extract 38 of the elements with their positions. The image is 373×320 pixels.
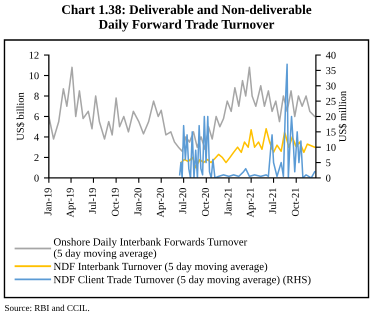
x-tick-label: Jul-21 (268, 188, 276, 214)
y-tick-label: 8 (34, 92, 39, 100)
legend-label: NDF Interbank Turnover (5 day moving average) (54, 262, 268, 272)
legend-label: NDF Client Trade Turnover (5 day moving average) (RHS) (54, 276, 311, 286)
x-tick-label: Apr-21 (246, 188, 256, 218)
y2-axis-title: US$ million (338, 91, 347, 142)
x-tick-label: Apr-20 (156, 188, 166, 218)
x-tick-label: Jul-20 (178, 188, 186, 214)
y2-tick-label: 10 (326, 144, 336, 151)
line-series (48, 66, 316, 152)
y2-tick-label: 15 (326, 128, 336, 136)
y-axis-title: US$ billion (16, 92, 25, 140)
y2-tick-label: 5 (326, 159, 330, 166)
y2-tick-label: 35 (326, 67, 336, 74)
x-tick-label: Jul-19 (88, 188, 96, 214)
x-tick-label: Jan-21 (224, 188, 232, 216)
x-tick-label: Apr-19 (66, 188, 76, 218)
y-tick-label: 0 (34, 174, 39, 182)
y2-tick-label: 0 (326, 174, 330, 182)
line-series (180, 128, 316, 168)
y-tick-label: 4 (34, 134, 39, 141)
x-tick-label: Oct-21 (292, 188, 299, 216)
y2-tick-label: 20 (326, 113, 336, 120)
y2-tick-label: 30 (326, 82, 336, 90)
y-tick-label: 2 (34, 154, 39, 162)
x-tick-label: Oct-19 (112, 188, 119, 216)
source-note: Source: RBI and CCIL. (5, 304, 90, 312)
y-tick-label: 10 (30, 72, 39, 80)
x-tick-label: Oct-20 (202, 188, 209, 216)
line-series (178, 63, 316, 178)
y-tick-label: 6 (34, 113, 39, 120)
chart-title: Chart 1.38: Deliverable and Non-deliverable Daily Forward Trade Turnover (62, 4, 312, 32)
y-tick-label: 12 (30, 52, 39, 59)
y2-tick-label: 25 (326, 98, 336, 105)
y2-tick-label: 40 (326, 52, 336, 59)
x-tick-label: Jan-20 (134, 188, 142, 216)
x-tick-label: Jan-19 (44, 188, 52, 216)
legend-label: Onshore Daily Interbank Forwards Turnover (5 day moving average) (54, 238, 248, 260)
